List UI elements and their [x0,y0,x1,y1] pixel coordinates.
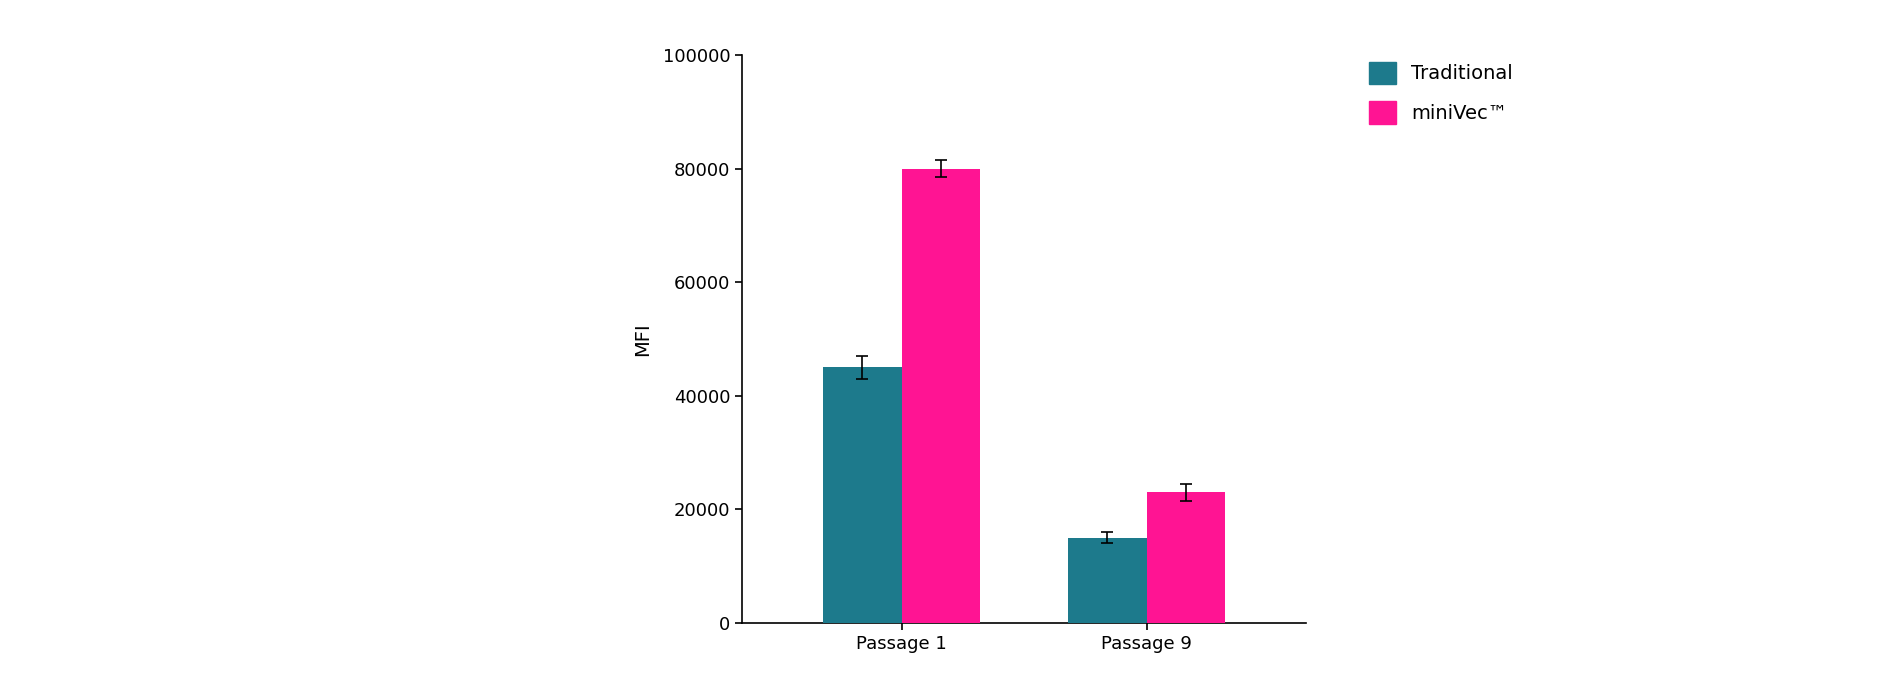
Legend: Traditional, miniVec™: Traditional, miniVec™ [1360,54,1520,131]
Y-axis label: MFI: MFI [633,322,652,356]
Bar [902,169,981,623]
Bar [1067,538,1146,623]
Bar [823,367,902,623]
Bar [1146,492,1225,623]
